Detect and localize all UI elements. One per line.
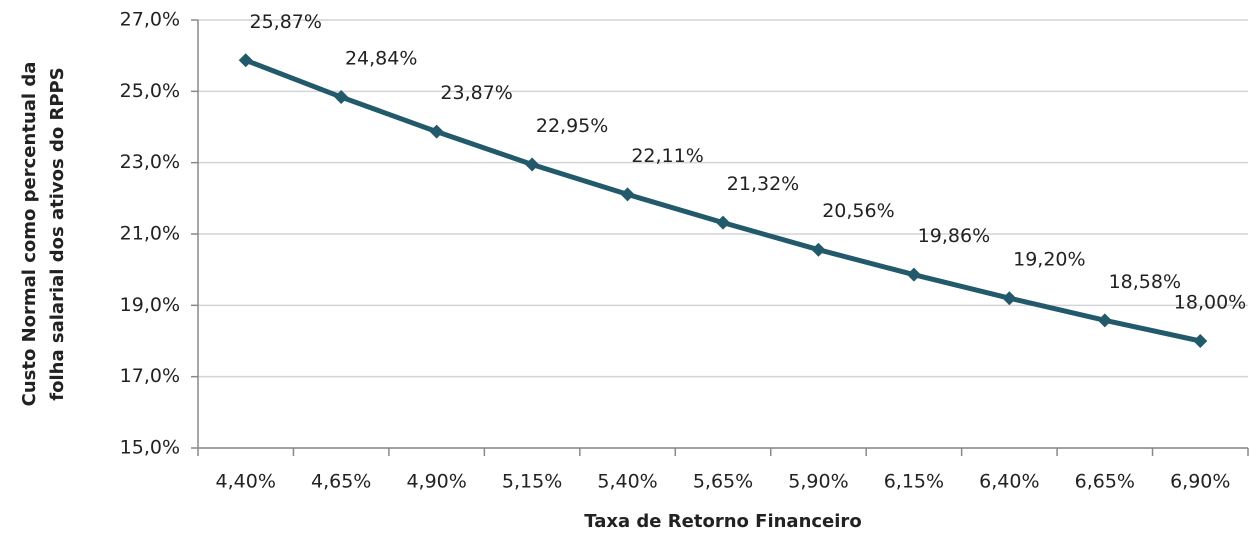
marker: [1193, 334, 1208, 348]
y-tick-label: 15,0%: [120, 437, 180, 459]
x-tick-label: 6,40%: [979, 471, 1039, 493]
x-tick-label: 4,65%: [311, 471, 371, 493]
y-axis-label: Custo Normal como percentual da: [19, 62, 40, 407]
x-tick-label: 5,40%: [597, 471, 657, 493]
data-label: 23,87%: [440, 82, 512, 104]
x-tick-label: 5,90%: [788, 471, 848, 493]
data-label: 20,56%: [822, 200, 894, 222]
data-label: 22,95%: [536, 115, 608, 137]
data-label: 22,11%: [631, 145, 703, 167]
y-tick-label: 25,0%: [120, 80, 180, 102]
y-tick-label: 17,0%: [120, 365, 180, 387]
data-label: 18,00%: [1174, 292, 1246, 314]
x-tick-label: 5,15%: [502, 471, 562, 493]
data-label: 19,20%: [1013, 249, 1085, 271]
marker: [525, 157, 540, 172]
marker: [906, 267, 921, 282]
marker: [716, 215, 730, 230]
x-tick-label: 4,90%: [406, 471, 466, 493]
x-tick-label: 4,40%: [216, 471, 276, 493]
y-tick-label: 19,0%: [120, 294, 180, 316]
x-tick-label: 6,15%: [884, 471, 944, 493]
data-label: 25,87%: [250, 11, 322, 33]
x-axis-label: Taxa de Retorno Financeiro: [584, 511, 861, 532]
y-axis-label: folha salarial dos ativos do RPPS: [47, 67, 68, 400]
marker: [811, 242, 826, 257]
y-tick-label: 23,0%: [120, 151, 180, 173]
marker: [238, 53, 253, 68]
marker: [429, 124, 444, 139]
x-tick-label: 6,90%: [1170, 471, 1230, 493]
data-label: 21,32%: [727, 173, 799, 195]
marker: [1002, 291, 1017, 306]
marker: [620, 187, 635, 202]
x-tick-label: 5,65%: [693, 471, 753, 493]
line: [244, 57, 1201, 344]
x-tick-label: 6,65%: [1075, 471, 1135, 493]
y-tick-label: 27,0%: [120, 9, 180, 31]
y-tick-label: 21,0%: [120, 223, 180, 245]
data-label: 18,58%: [1109, 271, 1181, 293]
marker: [334, 90, 349, 105]
data-label: 24,84%: [345, 48, 417, 70]
data-label: 19,86%: [918, 225, 990, 247]
marker: [1097, 313, 1112, 328]
